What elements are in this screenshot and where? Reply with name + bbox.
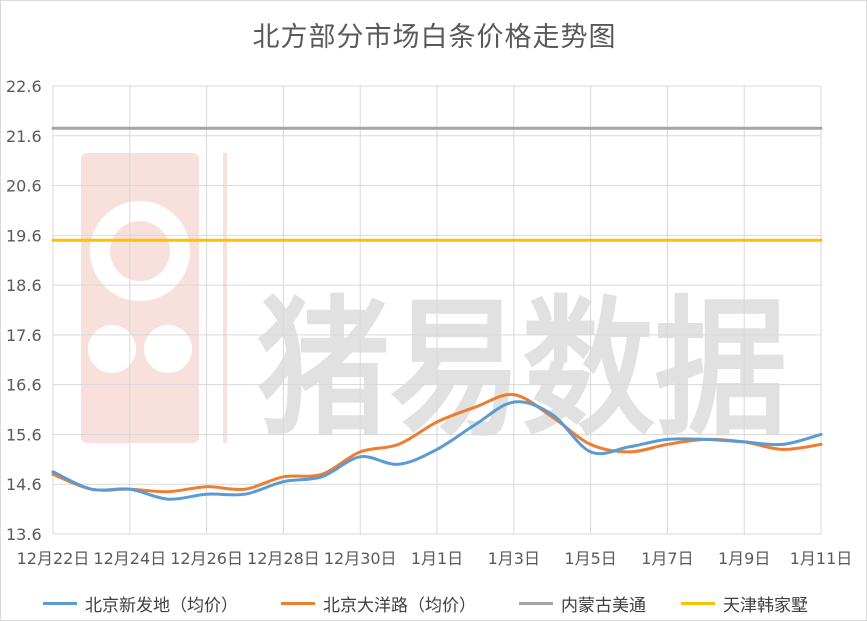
y-tick-label: 16.6: [6, 376, 42, 395]
legend-swatch-dayanglu: [281, 601, 315, 605]
series-lines: [51, 126, 823, 501]
legend-label-hanjiashu: 天津韩家墅: [723, 595, 808, 616]
x-tick-label: 1月7日: [641, 549, 693, 568]
y-tick-label: 20.6: [6, 177, 42, 196]
legend-item-dayanglu: 北京大洋路（均价）: [281, 589, 476, 617]
x-tick-label: 1月1日: [411, 549, 463, 568]
y-tick-label: 19.6: [6, 226, 42, 245]
x-tick-label: 12月30日: [324, 549, 397, 568]
legend-swatch-meitong: [519, 601, 553, 605]
y-tick-label: 13.6: [6, 525, 42, 544]
gridlines: [52, 85, 822, 535]
x-axis: 12月22日 12月24日 12月26日 12月28日 12月30日 1月1日 1月3日 1月…: [17, 549, 853, 568]
watermark: 猪易数据: [81, 153, 787, 457]
y-tick-label: 17.6: [6, 326, 42, 345]
y-tick-label: 18.6: [6, 276, 42, 295]
legend: 北京新发地（均价） 北京大洋路（均价） 内蒙古美通 天津韩家墅: [1, 589, 867, 617]
watermark-text: 猪易数据: [257, 283, 787, 457]
x-tick-label: 1月3日: [488, 549, 540, 568]
watermark-logo-icon: [81, 153, 227, 443]
legend-label-dayanglu: 北京大洋路（均价）: [323, 595, 476, 616]
x-tick-label: 12月22日: [17, 549, 90, 568]
legend-item-meitong: 内蒙古美通: [519, 589, 646, 617]
x-tick-label: 1月5日: [564, 549, 616, 568]
legend-label-xinfadi: 北京新发地（均价）: [85, 595, 238, 616]
x-tick-label: 12月24日: [93, 549, 166, 568]
x-tick-label: 12月28日: [247, 549, 320, 568]
x-tick-label: 12月26日: [170, 549, 243, 568]
legend-label-meitong: 内蒙古美通: [561, 595, 646, 616]
series-line-xinfadi: [51, 400, 823, 501]
x-tick-label: 1月11日: [790, 549, 853, 568]
legend-item-hanjiashu: 天津韩家墅: [681, 589, 808, 617]
y-tick-label: 21.6: [6, 127, 42, 146]
y-tick-label: 14.6: [6, 475, 42, 494]
legend-item-xinfadi: 北京新发地（均价）: [43, 589, 238, 617]
legend-swatch-hanjiashu: [681, 601, 715, 605]
legend-swatch-xinfadi: [43, 601, 77, 605]
y-tick-label: 22.6: [6, 77, 42, 96]
chart-title: 北方部分市场白条价格走势图: [252, 22, 617, 53]
x-tick-label: 1月9日: [718, 549, 770, 568]
y-tick-label: 15.6: [6, 425, 42, 444]
y-axis: 22.6 21.6 20.6 19.6 18.6 17.6 16.6 15.6 14.6 13.6: [6, 77, 42, 544]
